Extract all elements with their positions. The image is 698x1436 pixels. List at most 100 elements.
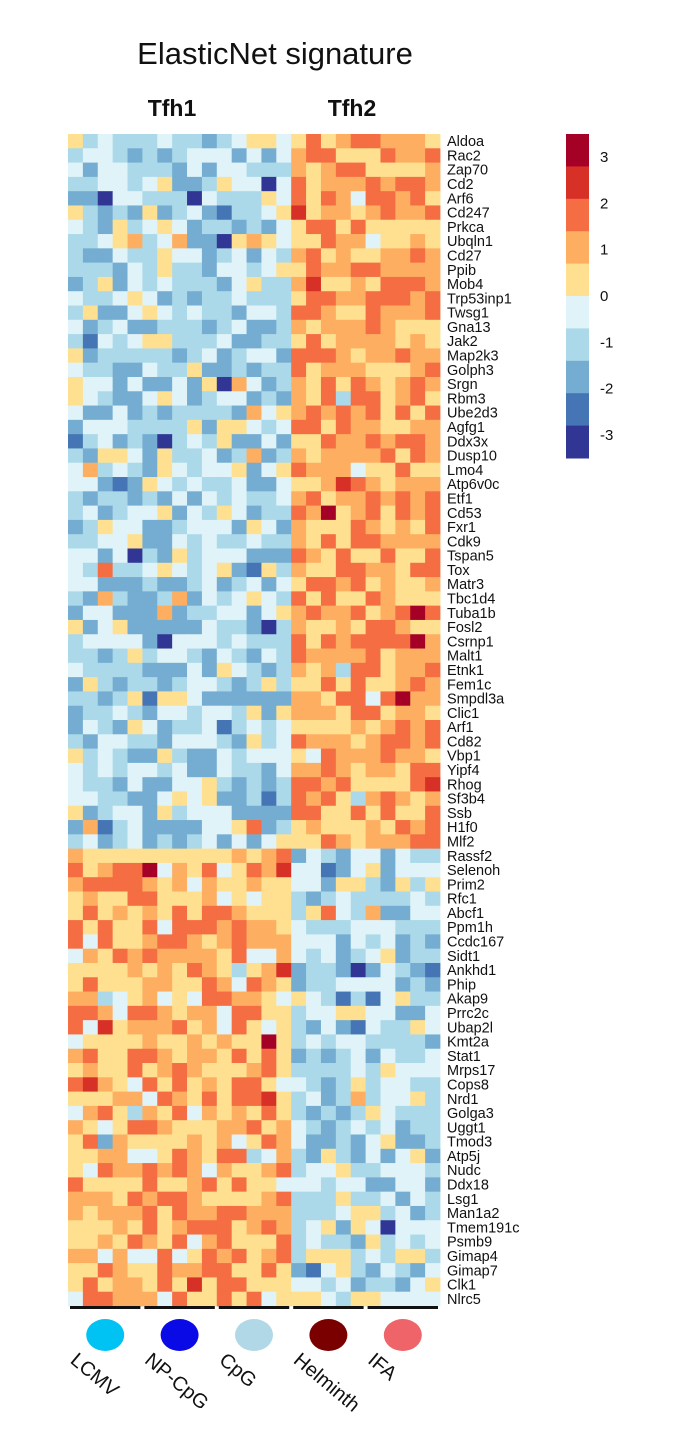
- heatmap-cell: [142, 319, 158, 335]
- heatmap-cell: [172, 1148, 188, 1164]
- heatmap-cell: [68, 276, 84, 292]
- heatmap-cell: [306, 934, 322, 950]
- heatmap-cell: [291, 1177, 307, 1193]
- heatmap-cell: [246, 577, 262, 592]
- heatmap-cell: [201, 319, 218, 335]
- heatmap-cell: [425, 1148, 441, 1164]
- heatmap-cell: [395, 191, 411, 206]
- heatmap-cell: [425, 1048, 441, 1064]
- heatmap-cell: [425, 619, 441, 635]
- heatmap-cell: [231, 519, 247, 535]
- heatmap-cell: [201, 934, 218, 950]
- heatmap-cell: [187, 619, 203, 635]
- heatmap-cell: [425, 891, 441, 907]
- heatmap-cell: [291, 1134, 307, 1150]
- heatmap-cell: [112, 662, 128, 678]
- heatmap-cell: [261, 305, 277, 321]
- heatmap-cell: [425, 577, 441, 592]
- heatmap-cell: [216, 334, 233, 349]
- heatmap-cell: [425, 348, 441, 364]
- heatmap-cell: [380, 962, 396, 978]
- heatmap-cell: [306, 1191, 322, 1207]
- heatmap-cell: [157, 762, 173, 778]
- heatmap-cell: [320, 477, 337, 492]
- heatmap-cell: [82, 1291, 99, 1307]
- heatmap-cell: [380, 519, 396, 535]
- heatmap-cell: [291, 905, 307, 921]
- heatmap-cell: [365, 391, 381, 406]
- heatmap-cell: [231, 734, 247, 749]
- heatmap-cell: [350, 1034, 366, 1050]
- heatmap-cell: [425, 491, 441, 507]
- heatmap-cell: [410, 577, 426, 592]
- heatmap-cell: [201, 419, 218, 435]
- heatmap-cell: [157, 1191, 173, 1207]
- heatmap-cell: [365, 648, 381, 664]
- heatmap-cell: [276, 548, 292, 564]
- heatmap-cell: [350, 1063, 366, 1078]
- heatmap-cell: [335, 234, 352, 249]
- heatmap-cell: [142, 1048, 158, 1064]
- heatmap-cell: [82, 834, 99, 850]
- heatmap-cell: [365, 548, 381, 564]
- heatmap-cell: [320, 948, 337, 964]
- heatmap-cell: [68, 1005, 84, 1021]
- heatmap-cell: [380, 548, 396, 564]
- condition-bar: [218, 1306, 290, 1309]
- gene-label: Ddx3x: [447, 434, 489, 450]
- heatmap-cell: [68, 991, 84, 1007]
- heatmap-cell: [68, 848, 84, 864]
- heatmap-cell: [216, 219, 233, 235]
- gene-labels: AldoaRac2Zap70Cd2Arf6Cd247PrkcaUbqln1Cd2…: [447, 134, 520, 1308]
- heatmap-cell: [187, 1063, 203, 1078]
- legend-swatch: [566, 425, 589, 459]
- heatmap-cell: [291, 1234, 307, 1250]
- heatmap-cell: [320, 1291, 337, 1307]
- heatmap-cell: [335, 720, 352, 735]
- heatmap-cell: [365, 720, 381, 735]
- heatmap-cell: [365, 1277, 381, 1293]
- heatmap-cell: [127, 805, 143, 821]
- heatmap-cell: [187, 905, 203, 921]
- heatmap-cell: [97, 820, 114, 835]
- heatmap-cell: [350, 1005, 366, 1021]
- heatmap-cell: [291, 1220, 307, 1235]
- heatmap-cell: [395, 1005, 411, 1021]
- heatmap-cell: [380, 1120, 396, 1135]
- heatmap-cell: [350, 1234, 366, 1250]
- heatmap-cell: [187, 477, 203, 492]
- heatmap-cell: [261, 205, 277, 221]
- heatmap-cell: [97, 705, 114, 721]
- heatmap-cell: [320, 419, 337, 435]
- heatmap-cell: [306, 1120, 322, 1135]
- heatmap-cell: [127, 1134, 143, 1150]
- heatmap-cell: [276, 362, 292, 378]
- heatmap-cell: [425, 1220, 441, 1235]
- heatmap-cell: [187, 791, 203, 807]
- heatmap-cell: [142, 1248, 158, 1264]
- heatmap-cell: [142, 834, 158, 850]
- heatmap-cell: [112, 1234, 128, 1250]
- heatmap-cell: [306, 648, 322, 664]
- heatmap-cell: [261, 134, 277, 149]
- heatmap-cell: [320, 991, 337, 1007]
- heatmap-cell: [425, 434, 441, 449]
- heatmap-cell: [97, 877, 114, 892]
- heatmap-cell: [350, 376, 366, 392]
- heatmap-cell: [320, 1205, 337, 1221]
- heatmap-cell: [97, 148, 114, 163]
- heatmap-cell: [335, 1177, 352, 1193]
- heatmap-cell: [157, 376, 173, 392]
- heatmap-cell: [216, 1291, 233, 1307]
- heatmap-cell: [216, 891, 233, 907]
- heatmap-cell: [172, 948, 188, 964]
- heatmap-cell: [157, 534, 173, 549]
- heatmap-cell: [82, 1048, 99, 1064]
- heatmap-cell: [380, 1077, 396, 1093]
- heatmap-cell: [291, 820, 307, 835]
- heatmap-cell: [82, 705, 99, 721]
- heatmap-cell: [261, 820, 277, 835]
- heatmap-cell: [306, 862, 322, 878]
- heatmap-cell: [142, 748, 158, 764]
- heatmap-cell: [365, 248, 381, 264]
